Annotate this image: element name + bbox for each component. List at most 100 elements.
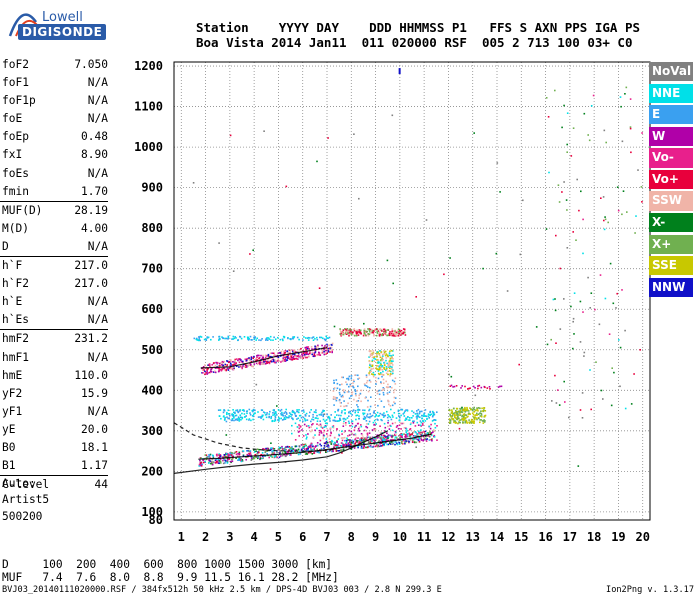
echo-point (610, 404, 613, 407)
echo-point (366, 406, 369, 408)
echo-point (365, 376, 368, 378)
y-tick-label: 400 (141, 383, 163, 397)
echo-point (384, 330, 387, 332)
echo-point (415, 446, 417, 448)
echo-point (341, 433, 343, 435)
echo-point (234, 361, 236, 363)
echo-point (279, 450, 281, 453)
echo-point (387, 329, 389, 331)
echo-point (214, 371, 217, 374)
echo-point (348, 385, 350, 388)
echo-point (629, 98, 632, 100)
echo-point (236, 419, 239, 421)
echo-point (369, 436, 371, 439)
echo-point (322, 409, 324, 412)
echo-point (255, 339, 257, 341)
echo-point (330, 432, 332, 435)
echo-point (218, 460, 221, 462)
echo-point (310, 446, 312, 448)
echo-point (374, 355, 376, 358)
echo-point (401, 442, 404, 445)
echo-point (392, 369, 394, 372)
echo-point (545, 228, 548, 230)
echo-point (342, 437, 344, 439)
echo-point (278, 449, 281, 451)
echo-point (377, 390, 379, 393)
echo-point (307, 447, 309, 450)
echo-point (404, 410, 406, 412)
echo-point (431, 439, 433, 442)
echo-point (272, 447, 274, 450)
echo-point (326, 429, 329, 432)
echo-point (416, 433, 419, 435)
echo-point (394, 330, 396, 332)
echo-point (265, 339, 267, 341)
echo-point (242, 454, 245, 457)
echo-point (386, 393, 389, 395)
echo-point (227, 409, 230, 412)
echo-point (340, 414, 342, 417)
echo-point (313, 448, 316, 451)
echo-point (307, 425, 310, 427)
echo-point (367, 386, 369, 388)
echo-point (271, 453, 273, 455)
echo-point (420, 421, 423, 424)
echo-point (334, 396, 337, 399)
echo-point (394, 383, 397, 385)
echo-point (313, 348, 315, 350)
echo-point (254, 454, 257, 456)
echo-point (432, 413, 435, 415)
echo-point (480, 412, 483, 415)
echo-point (282, 358, 284, 361)
echo-point (368, 366, 371, 369)
echo-point (304, 419, 307, 422)
echo-point (227, 338, 229, 340)
echo-point (345, 442, 348, 444)
echo-point (335, 379, 338, 381)
param-row: foF2 7.050 (0, 56, 112, 74)
echo-point (383, 332, 385, 334)
echo-point (257, 354, 259, 357)
echo-point (557, 184, 560, 186)
echo-point (400, 441, 403, 443)
echo-point (281, 454, 284, 457)
echo-point (267, 355, 270, 357)
echo-point (358, 442, 361, 444)
echo-point (380, 434, 383, 436)
auto-program: Artist5 (2, 493, 50, 507)
echo-point (461, 411, 464, 414)
echo-point (283, 412, 285, 414)
echo-point (278, 456, 281, 459)
echo-point (481, 407, 483, 410)
echo-point (384, 435, 386, 437)
echo-point (391, 414, 394, 417)
echo-point (463, 415, 466, 417)
echo-point (379, 436, 381, 439)
echo-point (412, 439, 414, 441)
echo-point (404, 330, 406, 332)
echo-point (252, 418, 254, 421)
echo-point (322, 434, 325, 436)
echo-point (394, 421, 397, 424)
echo-point (349, 440, 351, 442)
echo-point (231, 367, 233, 369)
echo-point (396, 425, 399, 427)
echo-point (220, 462, 222, 464)
echo-point (353, 444, 356, 446)
echo-point (235, 337, 237, 339)
echo-point (377, 404, 379, 407)
echo-point (208, 454, 210, 456)
echo-point (637, 169, 639, 171)
param-value: 0.48 (81, 130, 108, 144)
echo-points (192, 68, 643, 472)
echo-point (476, 409, 478, 411)
echo-point (283, 418, 285, 421)
echo-point (474, 414, 477, 416)
echo-point (310, 426, 312, 428)
echo-point (253, 359, 256, 362)
echo-point (290, 358, 293, 361)
echo-point (228, 458, 230, 460)
echo-point (450, 384, 453, 387)
echo-point (302, 339, 304, 341)
echo-point (427, 435, 430, 437)
